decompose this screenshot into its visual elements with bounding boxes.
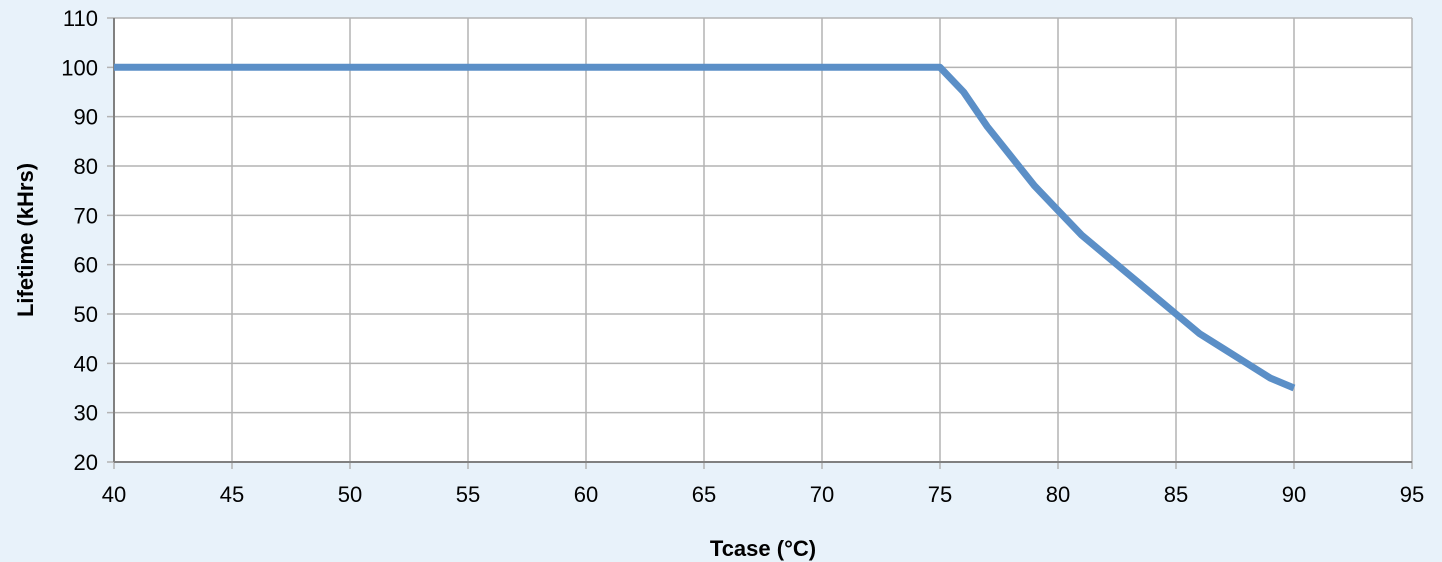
y-tick-label: 110 <box>63 6 98 31</box>
x-tick-label: 90 <box>1282 482 1306 507</box>
x-axis-title: Tcase (°C) <box>710 536 816 561</box>
x-tick-label: 95 <box>1400 482 1424 507</box>
y-tick-label: 100 <box>61 55 98 80</box>
y-tick-label: 80 <box>74 154 98 179</box>
series-line <box>114 63 1296 392</box>
plot-area <box>114 18 1412 462</box>
x-tick-label: 40 <box>102 482 126 507</box>
x-tick-label: 85 <box>1164 482 1188 507</box>
y-axis-title: Lifetime (kHrs) <box>13 163 38 317</box>
x-tick-label: 70 <box>810 482 834 507</box>
tick-labels: 40 45 50 55 60 65 70 75 80 85 90 95 20 30 40 50 60 70 80 90… <box>61 6 1424 507</box>
y-tick-label: 60 <box>74 253 98 278</box>
x-tick-label: 50 <box>338 482 362 507</box>
y-tick-label: 70 <box>74 203 98 228</box>
grid-lines <box>107 17 1413 469</box>
y-tick-label: 50 <box>74 302 98 327</box>
series-layer <box>114 63 1296 392</box>
x-tick-label: 65 <box>692 482 716 507</box>
x-tick-label: 45 <box>220 482 244 507</box>
x-tick-label: 80 <box>1046 482 1070 507</box>
y-tick-label: 90 <box>74 105 98 130</box>
y-tick-label: 40 <box>74 351 98 376</box>
x-tick-label: 75 <box>928 482 952 507</box>
axes <box>113 18 1412 463</box>
y-tick-label: 30 <box>74 401 98 426</box>
x-tick-label: 60 <box>574 482 598 507</box>
x-tick-label: 55 <box>456 482 480 507</box>
y-tick-label: 20 <box>74 450 98 475</box>
